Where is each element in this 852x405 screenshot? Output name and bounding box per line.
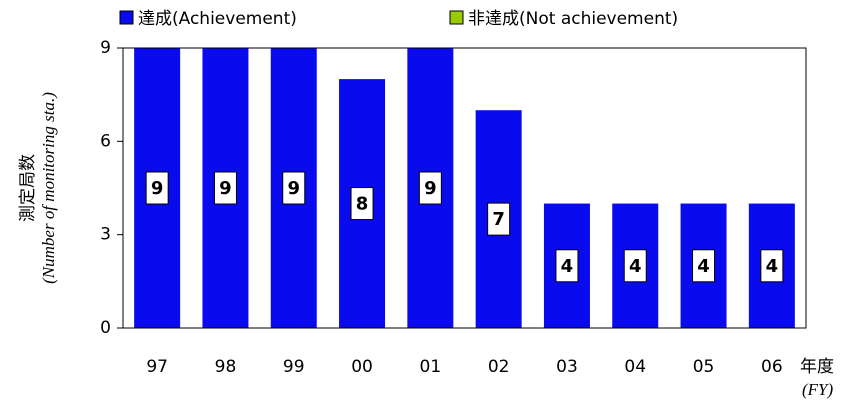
data-label: 8 xyxy=(356,194,369,215)
legend-swatch xyxy=(449,10,464,25)
legend-swatch xyxy=(119,10,134,25)
legend-label: 達成(Achievement) xyxy=(138,9,297,29)
data-label-box xyxy=(760,249,784,283)
data-label-box xyxy=(213,171,237,205)
data-label: 4 xyxy=(561,256,574,277)
x-axis-label-en: (FY) xyxy=(802,380,834,399)
y-axis-label-en: (Number of monitoring sta.) xyxy=(39,92,58,284)
x-tick-label: 06 xyxy=(761,357,783,377)
x-tick-label: 02 xyxy=(488,357,510,377)
x-tick-label: 98 xyxy=(215,357,237,377)
x-tick-label: 04 xyxy=(624,357,646,377)
data-label: 9 xyxy=(151,178,164,199)
x-axis-label: 年度 xyxy=(800,357,834,377)
data-label-box xyxy=(555,249,579,283)
data-label-box xyxy=(145,171,169,205)
data-label: 4 xyxy=(766,256,779,277)
data-label: 9 xyxy=(219,178,232,199)
x-tick-label: 01 xyxy=(420,357,442,377)
data-label-box xyxy=(282,171,306,205)
x-tick-label: 05 xyxy=(693,357,715,377)
data-label-box xyxy=(487,202,511,236)
legend-label: 非達成(Not achievement) xyxy=(468,9,678,29)
y-tick-label: 6 xyxy=(100,131,111,151)
data-label-box xyxy=(418,171,442,205)
plot-frame xyxy=(122,47,807,329)
y-tick-label: 3 xyxy=(100,225,111,245)
data-label: 9 xyxy=(287,178,300,199)
data-label: 9 xyxy=(424,178,437,199)
y-axis-label: 測定局数 xyxy=(18,154,38,222)
data-label-box xyxy=(350,187,374,221)
data-label: 7 xyxy=(492,209,505,230)
x-tick-label: 03 xyxy=(556,357,578,377)
y-tick-label: 0 xyxy=(100,318,111,338)
x-tick-label: 00 xyxy=(351,357,373,377)
x-tick-label: 97 xyxy=(146,357,168,377)
data-label-box xyxy=(623,249,647,283)
data-label-box xyxy=(692,249,716,283)
data-label: 4 xyxy=(697,256,710,277)
x-tick-label: 99 xyxy=(283,357,305,377)
y-tick-label: 9 xyxy=(100,38,111,58)
data-label: 4 xyxy=(629,256,642,277)
